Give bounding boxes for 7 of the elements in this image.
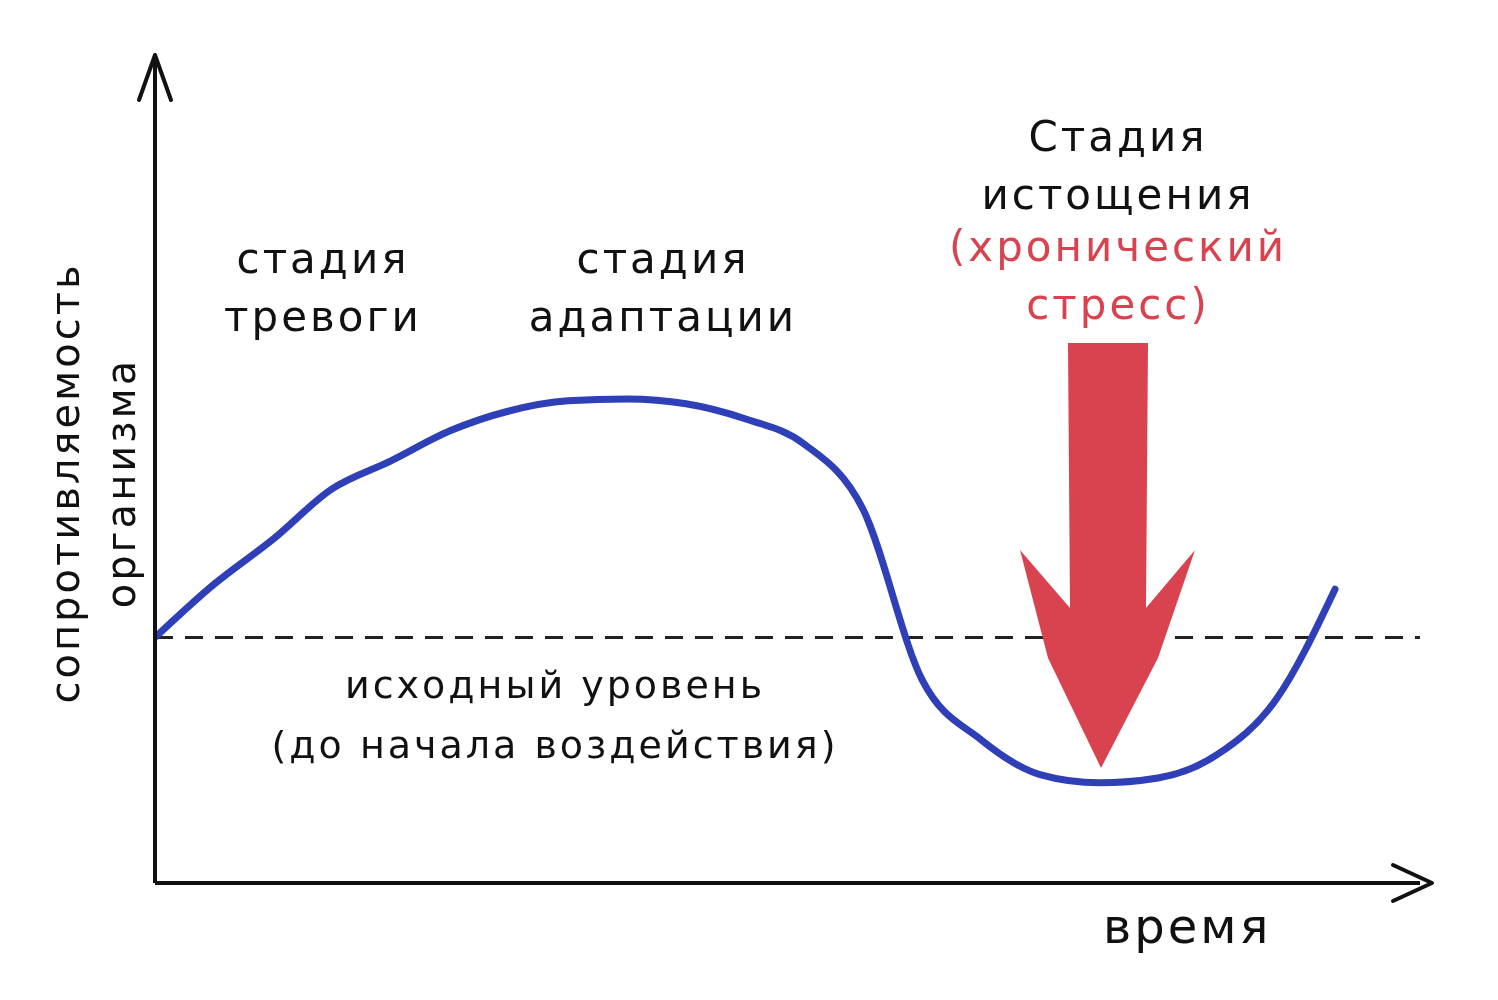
y-axis-title: сопротивляемость организма xyxy=(41,262,145,704)
text: стадия тревоги xyxy=(223,233,423,343)
text: (хронический стресс) xyxy=(947,221,1289,331)
text: Стадия истощения xyxy=(981,112,1255,219)
ref-line-label: исходный уровень (до начала воздействия) xyxy=(271,662,839,767)
text: стадия адаптации xyxy=(527,233,799,343)
x-axis-title: время xyxy=(1103,898,1272,954)
